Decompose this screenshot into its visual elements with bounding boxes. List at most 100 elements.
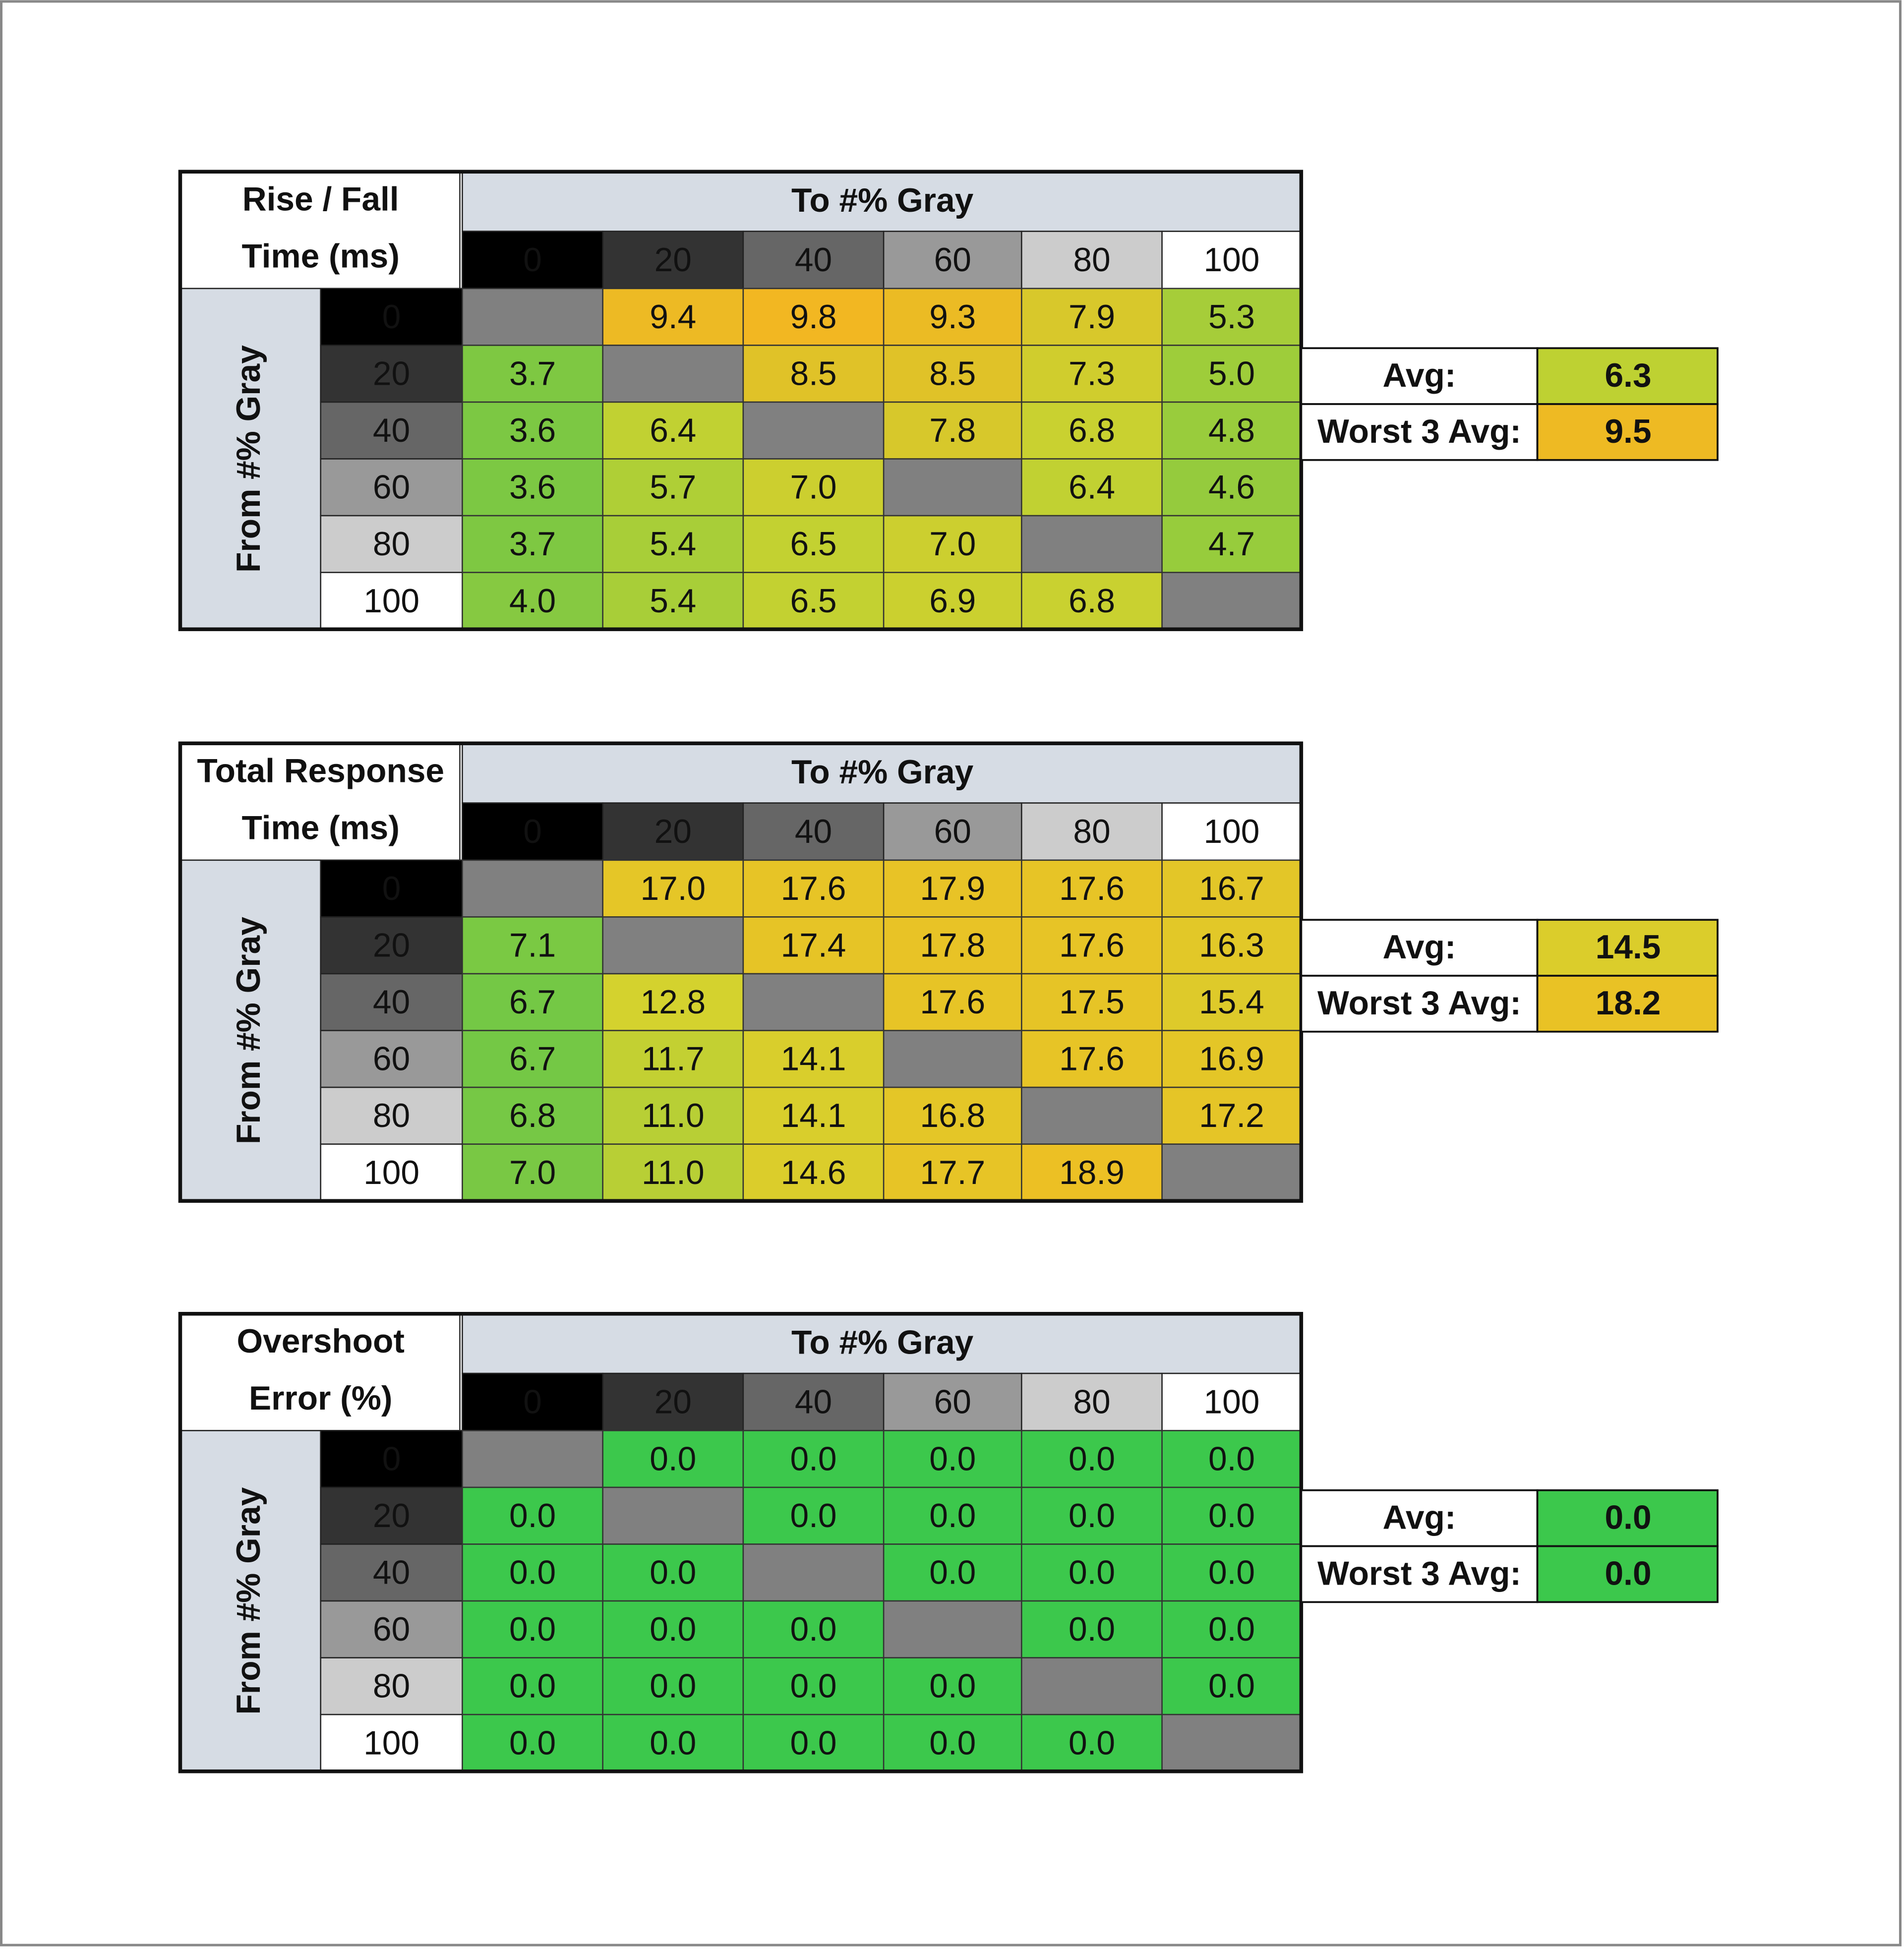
cell [1021,1430,1163,1488]
cell-value: 17.4 [781,927,846,964]
cell-value: 17.6 [1059,1041,1125,1078]
cell-value: 0.0 [1208,1554,1255,1592]
cell [883,916,1022,975]
column-label: 60 [934,241,971,279]
row-header [320,1657,463,1715]
row-label: 60 [373,1611,410,1648]
cell-value: 4.6 [1208,469,1255,506]
cell [742,1030,885,1088]
cell-value: 0.0 [790,1611,836,1648]
empty-cell [462,288,603,346]
to-label: To #% Gray [791,754,974,791]
cell-value: 17.6 [781,870,846,907]
row-header [320,345,463,403]
cell-value: 7.9 [1069,298,1115,336]
summary-label: Worst 3 Avg: [1317,985,1521,1022]
column-label: 60 [934,813,971,850]
cell [1161,345,1302,403]
cell [1021,288,1163,346]
cell-value: 15.4 [1199,984,1264,1021]
cell [883,859,1022,918]
table-title: Total Response [197,752,444,789]
column-label: 80 [1073,813,1110,850]
column-header [1021,802,1163,861]
row-label: 40 [373,412,410,449]
cell-value: 6.4 [1069,469,1115,506]
empty-cell [883,1030,1022,1088]
cell-value: 7.8 [929,412,976,449]
cell [602,1030,744,1088]
cell-value: 0.0 [1208,1497,1255,1535]
cell-value: 17.0 [640,870,706,907]
row-label: 40 [373,984,410,1021]
cell-value: 0.0 [790,1497,836,1535]
cell-value: 16.7 [1199,870,1264,907]
row-header [320,515,463,573]
column-label: 40 [795,1384,832,1421]
empty-cell [742,1543,885,1602]
cell-value: 11.0 [642,1154,705,1191]
cell-value: 17.6 [1059,870,1125,907]
empty-cell [462,859,603,918]
column-label: 0 [523,241,542,279]
cell [742,288,885,346]
cell [462,916,603,975]
cell [1161,859,1302,918]
row-label: 0 [382,870,401,907]
row-label: 80 [373,526,410,563]
cell-value: 17.8 [920,927,985,964]
cell-value: 0.0 [790,1724,836,1762]
cell-value: 8.5 [929,355,976,393]
cell [742,1657,885,1715]
cell [602,973,744,1031]
column-label: 0 [523,813,542,850]
cell-value: 6.8 [509,1097,556,1134]
cell-value: 7.1 [509,927,556,964]
cell-value: 4.8 [1208,412,1255,449]
cell [742,859,885,918]
from-label: From #% Gray [230,917,267,1144]
cell-value: 6.8 [1069,583,1115,620]
summary-label: Avg: [1383,357,1456,394]
cell [602,515,744,573]
cell-value: 0.0 [1069,1724,1115,1762]
cell-value: 0.0 [650,1441,696,1478]
cell-value: 4.0 [509,583,556,620]
cell-value: 17.2 [1199,1097,1264,1134]
empty-cell [1161,1143,1302,1202]
summary-label-cell [1300,1545,1539,1603]
column-header [602,1372,744,1431]
summary-value: 14.5 [1596,929,1661,966]
cell-value: 17.6 [1059,927,1125,964]
cell [1161,1086,1302,1145]
row-label: 80 [373,1097,410,1134]
cell [1161,1600,1302,1658]
empty-cell [1161,572,1302,630]
summary-label-cell [1300,1489,1539,1547]
summary-value-cell [1536,919,1719,977]
empty-cell [462,1430,603,1488]
cell-value: 0.0 [1069,1441,1115,1478]
cell [883,1086,1022,1145]
cell-value: 6.4 [650,412,696,449]
cell-value: 0.0 [929,1668,976,1705]
cell-value: 16.8 [920,1097,985,1134]
cell-value: 8.5 [790,355,836,393]
cell-value: 6.7 [509,1041,556,1078]
column-label: 60 [934,1384,971,1421]
cell-value: 7.0 [509,1154,556,1191]
summary-value-cell [1536,1489,1719,1547]
cell [462,1600,603,1658]
cell [883,1657,1022,1715]
cell-value: 3.6 [509,469,556,506]
column-header [462,1372,603,1431]
response-table: Overshoot Error (%) To #% Gray 0 20 40 60 80 100… [178,1312,1719,1773]
cell [742,458,885,517]
cell [1161,1543,1302,1602]
cell-value: 5.3 [1208,298,1255,336]
empty-cell [602,345,744,403]
column-label: 100 [1204,1384,1260,1421]
column-label: 100 [1204,813,1260,850]
empty-cell [1161,1713,1302,1772]
empty-cell [1021,1086,1163,1145]
